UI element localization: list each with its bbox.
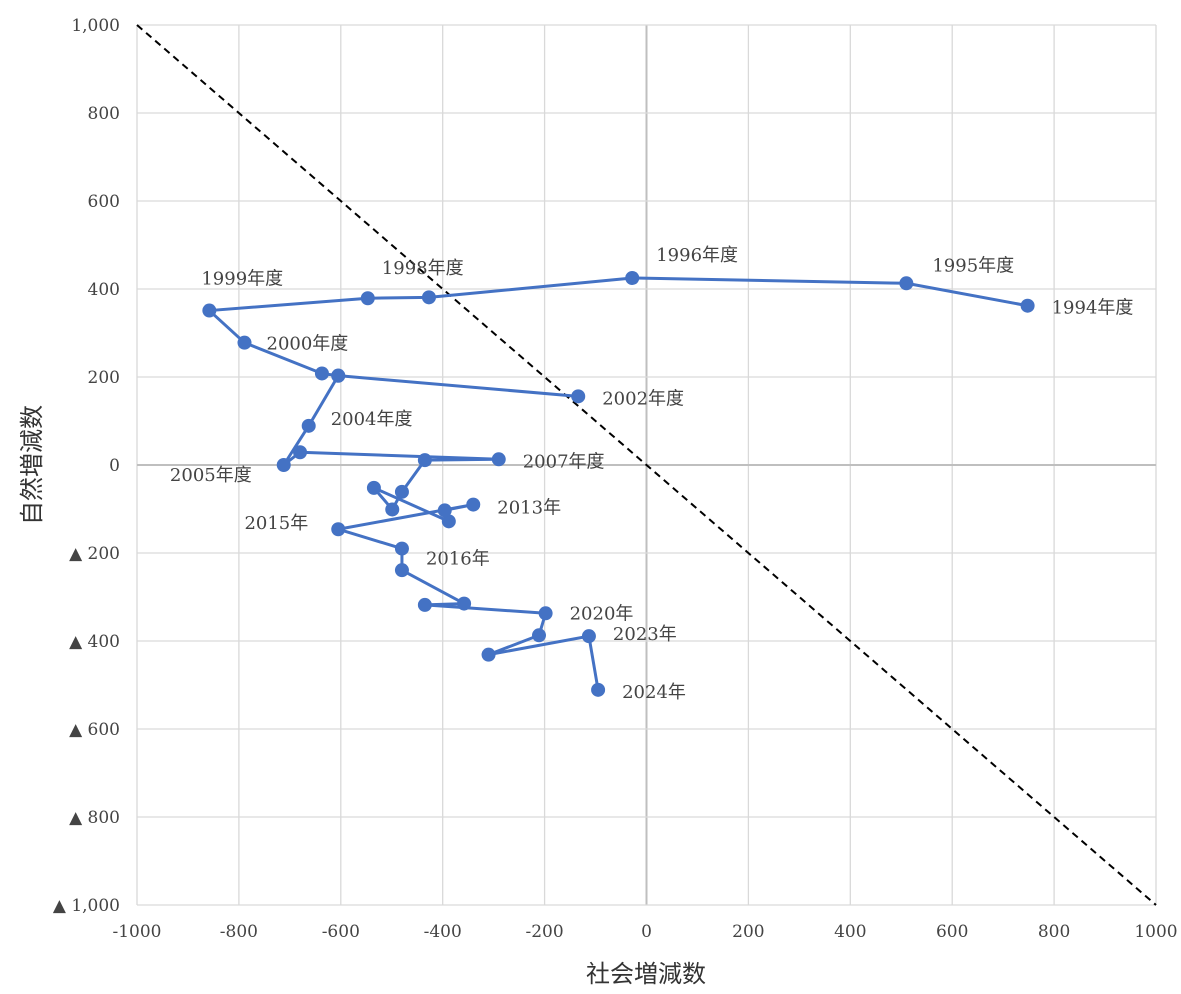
data-point	[360, 291, 375, 306]
x-tick-label: 600	[936, 922, 968, 942]
x-tick-label: -1000	[112, 922, 161, 942]
x-tick-label: 0	[641, 922, 652, 942]
data-point	[314, 366, 329, 381]
data-point	[417, 453, 432, 468]
x-tick-label: -400	[424, 922, 462, 942]
point-label: 2020年	[570, 603, 634, 624]
data-point	[441, 514, 456, 529]
y-tick-label: 0	[109, 456, 120, 476]
y-tick-label: ▲ 1,000	[53, 896, 120, 916]
data-point	[437, 503, 452, 518]
x-tick-label: 200	[732, 922, 764, 942]
reference-line	[136, 24, 1157, 906]
x-tick-label: -600	[322, 922, 360, 942]
x-tick-label: 800	[1038, 922, 1070, 942]
y-axis-title: 自然増減数	[18, 405, 46, 525]
data-point	[421, 290, 436, 305]
y-tick-label: 800	[88, 104, 120, 124]
data-point	[1020, 298, 1035, 313]
x-tick-label: 1000	[1134, 922, 1177, 942]
data-point	[457, 596, 472, 611]
y-tick-label: 1,000	[71, 16, 120, 36]
data-point	[394, 484, 409, 499]
data-point	[466, 497, 481, 512]
data-point	[394, 563, 409, 578]
data-point	[571, 389, 586, 404]
data-point	[202, 303, 217, 318]
x-tick-label: -800	[220, 922, 258, 942]
data-point	[331, 368, 346, 383]
point-label: 2015年	[244, 513, 308, 534]
y-tick-label: ▲ 800	[69, 808, 120, 828]
y-tick-label: 600	[88, 192, 120, 212]
point-label: 2004年度	[331, 409, 413, 430]
x-tick-label: -200	[525, 922, 563, 942]
y-tick-label: ▲ 200	[69, 544, 120, 564]
point-label: 1996年度	[656, 245, 738, 266]
data-point	[538, 606, 553, 621]
y-tick-label: ▲ 600	[69, 720, 120, 740]
point-labels: 1994年度 1995年度 1996年度 1998年度 1999年度 2000年度 2002…	[170, 245, 1133, 703]
data-point	[491, 452, 506, 467]
data-point	[394, 541, 409, 556]
y-tick-label: 400	[88, 280, 120, 300]
point-label: 2005年度	[170, 465, 252, 486]
data-point	[276, 458, 291, 472]
point-label: 2024年	[622, 682, 686, 703]
data-point	[417, 597, 432, 612]
data-point	[385, 502, 400, 517]
reference-line-group	[136, 24, 1157, 906]
series-group	[202, 271, 1035, 697]
tick-labels: -1000 -800 -600 -400 -200 0 200 400 600 800 1000 1,…	[53, 16, 1178, 942]
point-label: 1995年度	[932, 255, 1014, 276]
data-point	[625, 271, 640, 285]
data-point	[331, 522, 346, 537]
point-label: 2002年度	[602, 388, 684, 409]
data-point	[481, 647, 496, 662]
data-point	[581, 629, 596, 644]
data-point	[899, 276, 914, 291]
data-point	[591, 682, 606, 697]
point-label: 1994年度	[1052, 298, 1134, 319]
point-label: 2013年	[497, 498, 561, 519]
point-label: 2000年度	[267, 334, 349, 355]
data-point	[366, 480, 381, 495]
x-tick-label: 400	[834, 922, 866, 942]
data-point	[293, 445, 308, 460]
y-tick-label: 200	[88, 368, 120, 388]
data-point	[237, 335, 252, 350]
point-label: 1998年度	[382, 258, 464, 279]
data-point	[531, 628, 546, 643]
point-label: 1999年度	[201, 269, 283, 290]
point-label: 2023年	[613, 624, 677, 645]
y-tick-label: ▲ 400	[69, 632, 120, 652]
point-label: 2007年度	[523, 451, 605, 472]
data-point	[301, 418, 316, 433]
x-axis-title: 社会増減数	[586, 960, 706, 988]
point-label: 2016年	[426, 549, 490, 570]
